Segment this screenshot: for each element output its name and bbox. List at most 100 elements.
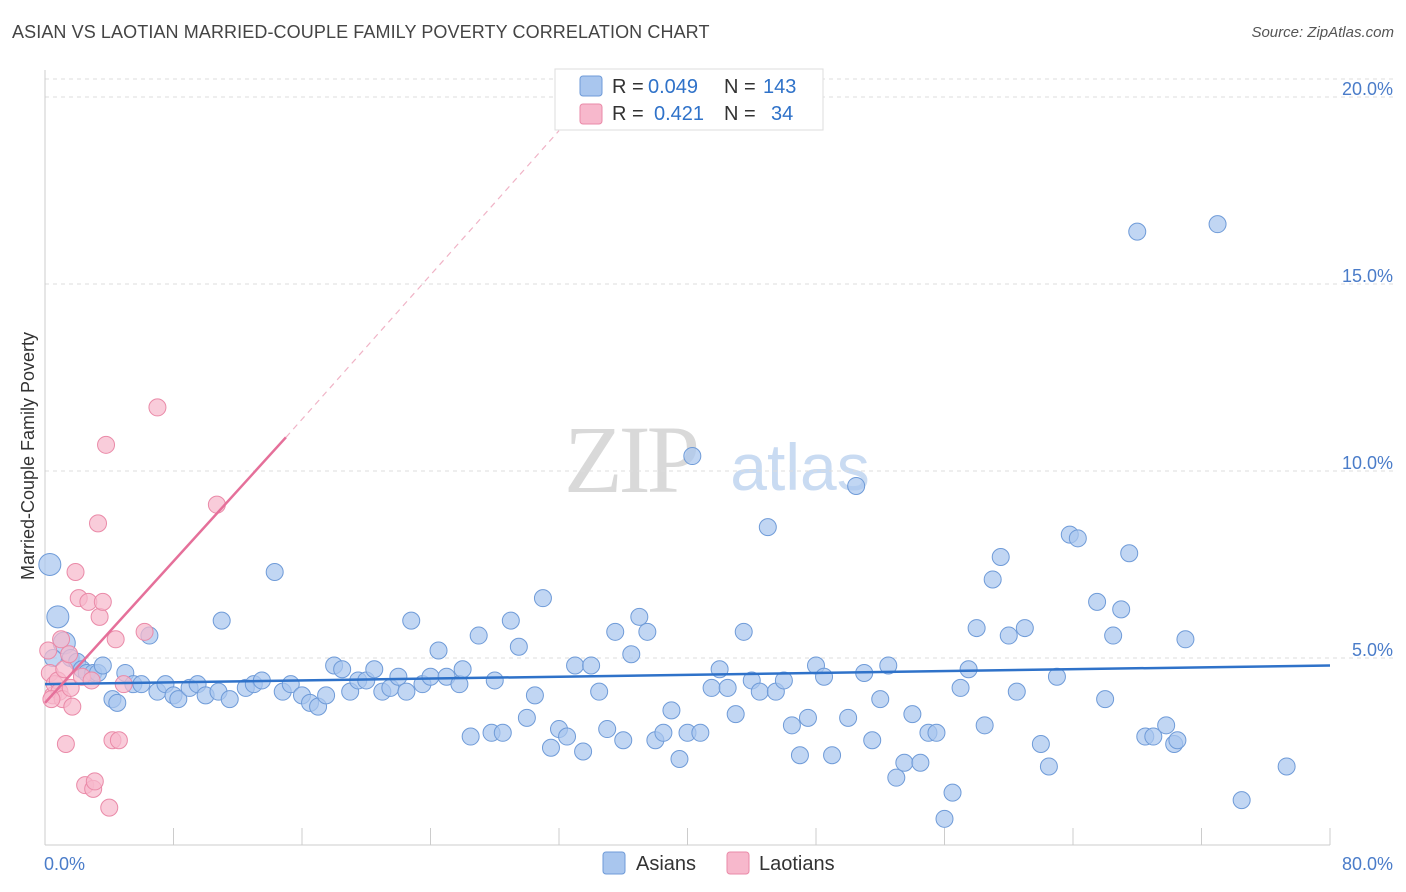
asian-point xyxy=(93,656,112,675)
asian-point xyxy=(718,678,737,697)
asian-point xyxy=(501,611,520,630)
asian-point xyxy=(566,656,585,675)
asian-point xyxy=(317,686,336,705)
laotian-point xyxy=(135,622,154,641)
y-axis-label: Married-Couple Family Poverty xyxy=(18,332,38,580)
stats-swatch-asians xyxy=(579,75,603,97)
asian-point xyxy=(790,746,809,765)
asian-point xyxy=(702,678,721,697)
asian-point xyxy=(533,589,552,608)
asian-point xyxy=(983,570,1002,589)
stats-swatch-laotians xyxy=(579,103,603,125)
asian-point xyxy=(638,622,657,641)
asian-point xyxy=(839,708,858,727)
stats-n-value-laotians: 34 xyxy=(771,103,793,125)
asian-point xyxy=(1007,682,1026,701)
source-label: Source: ZipAtlas.com xyxy=(1251,24,1394,41)
asian-point xyxy=(429,641,448,660)
asian-point xyxy=(493,723,512,742)
legend-swatch-asians[interactable] xyxy=(602,851,626,875)
stats-n-value-asians: 143 xyxy=(763,76,796,98)
asian-point xyxy=(389,667,408,686)
laotian-point xyxy=(85,772,104,791)
trend-line-laotians-extension xyxy=(285,130,560,438)
asian-point xyxy=(895,753,914,772)
axes xyxy=(44,70,1331,846)
laotian-point xyxy=(60,645,79,664)
asian-point xyxy=(1112,600,1131,619)
stats-n-label-laotians: N = xyxy=(724,103,756,125)
laotian-point xyxy=(97,435,116,454)
asian-point xyxy=(967,619,986,638)
asian-point xyxy=(1277,757,1296,776)
asian-point xyxy=(132,675,151,694)
asian-point xyxy=(871,690,890,709)
asian-point xyxy=(1168,731,1187,750)
asian-point xyxy=(879,656,898,675)
y-tick-labels: 5.0% 10.0% 15.0% 20.0% xyxy=(1342,79,1393,660)
asian-point xyxy=(1232,791,1251,810)
asian-point xyxy=(1157,716,1176,735)
asian-point xyxy=(911,753,930,772)
watermark-atlas: atlas xyxy=(730,430,869,504)
asian-point xyxy=(558,727,577,746)
legend-label-laotians[interactable]: Laotians xyxy=(759,853,835,875)
stats-r-value-laotians: 0.421 xyxy=(654,103,704,125)
asian-point xyxy=(774,671,793,690)
trend-line-asians xyxy=(44,664,1331,686)
asian-point xyxy=(397,682,416,701)
asian-point xyxy=(670,749,689,768)
asian-point xyxy=(1068,529,1087,548)
stats-r-label-asians: R = xyxy=(612,76,644,98)
laotian-point xyxy=(66,562,85,581)
trend-line-laotians xyxy=(44,436,287,704)
asian-point xyxy=(823,746,842,765)
asian-point xyxy=(815,667,834,686)
laotian-point xyxy=(207,495,226,514)
asian-point xyxy=(1176,630,1195,649)
asian-point xyxy=(574,742,593,761)
legend-swatch-laotians[interactable] xyxy=(726,851,750,875)
asian-point xyxy=(517,708,536,727)
asian-point xyxy=(863,731,882,750)
asian-point xyxy=(220,690,239,709)
asian-point xyxy=(654,723,673,742)
asian-point xyxy=(734,622,753,641)
asian-point xyxy=(402,611,421,630)
watermark: ZIP atlas xyxy=(564,406,870,513)
asian-point xyxy=(903,705,922,724)
asian-point xyxy=(46,605,70,629)
asian-point xyxy=(606,622,625,641)
laotian-point xyxy=(52,630,71,649)
asian-point xyxy=(726,705,745,724)
asian-point xyxy=(1104,626,1123,645)
asian-point xyxy=(662,701,681,720)
stats-legend: R = 0.049 N = 143 R = 0.421 N = 34 xyxy=(554,68,824,131)
asian-points xyxy=(38,215,1296,828)
asian-point xyxy=(598,720,617,739)
laotian-point xyxy=(89,514,108,533)
asian-point xyxy=(975,716,994,735)
laotian-point xyxy=(100,798,119,817)
asian-point xyxy=(691,723,710,742)
asian-point xyxy=(1096,690,1115,709)
asian-point xyxy=(541,738,560,757)
asian-point xyxy=(999,626,1018,645)
stats-r-value-asians: 0.049 xyxy=(648,76,698,98)
asian-point xyxy=(1208,215,1227,234)
y-tick-label: 10.0% xyxy=(1342,453,1393,473)
asian-point xyxy=(1015,619,1034,638)
asian-point xyxy=(421,667,440,686)
gridlines xyxy=(45,78,1393,659)
asian-point xyxy=(887,768,906,787)
laotian-point xyxy=(148,398,167,417)
asian-point xyxy=(453,660,472,679)
chart-title: ASIAN VS LAOTIAN MARRIED-COUPLE FAMILY P… xyxy=(12,22,710,42)
asian-point xyxy=(1120,544,1139,563)
asian-point xyxy=(169,690,188,709)
legend-label-asians[interactable]: Asians xyxy=(636,853,696,875)
trend-lines xyxy=(44,130,1331,704)
asian-point xyxy=(847,476,866,495)
asian-point xyxy=(582,656,601,675)
laotian-point xyxy=(82,671,101,690)
